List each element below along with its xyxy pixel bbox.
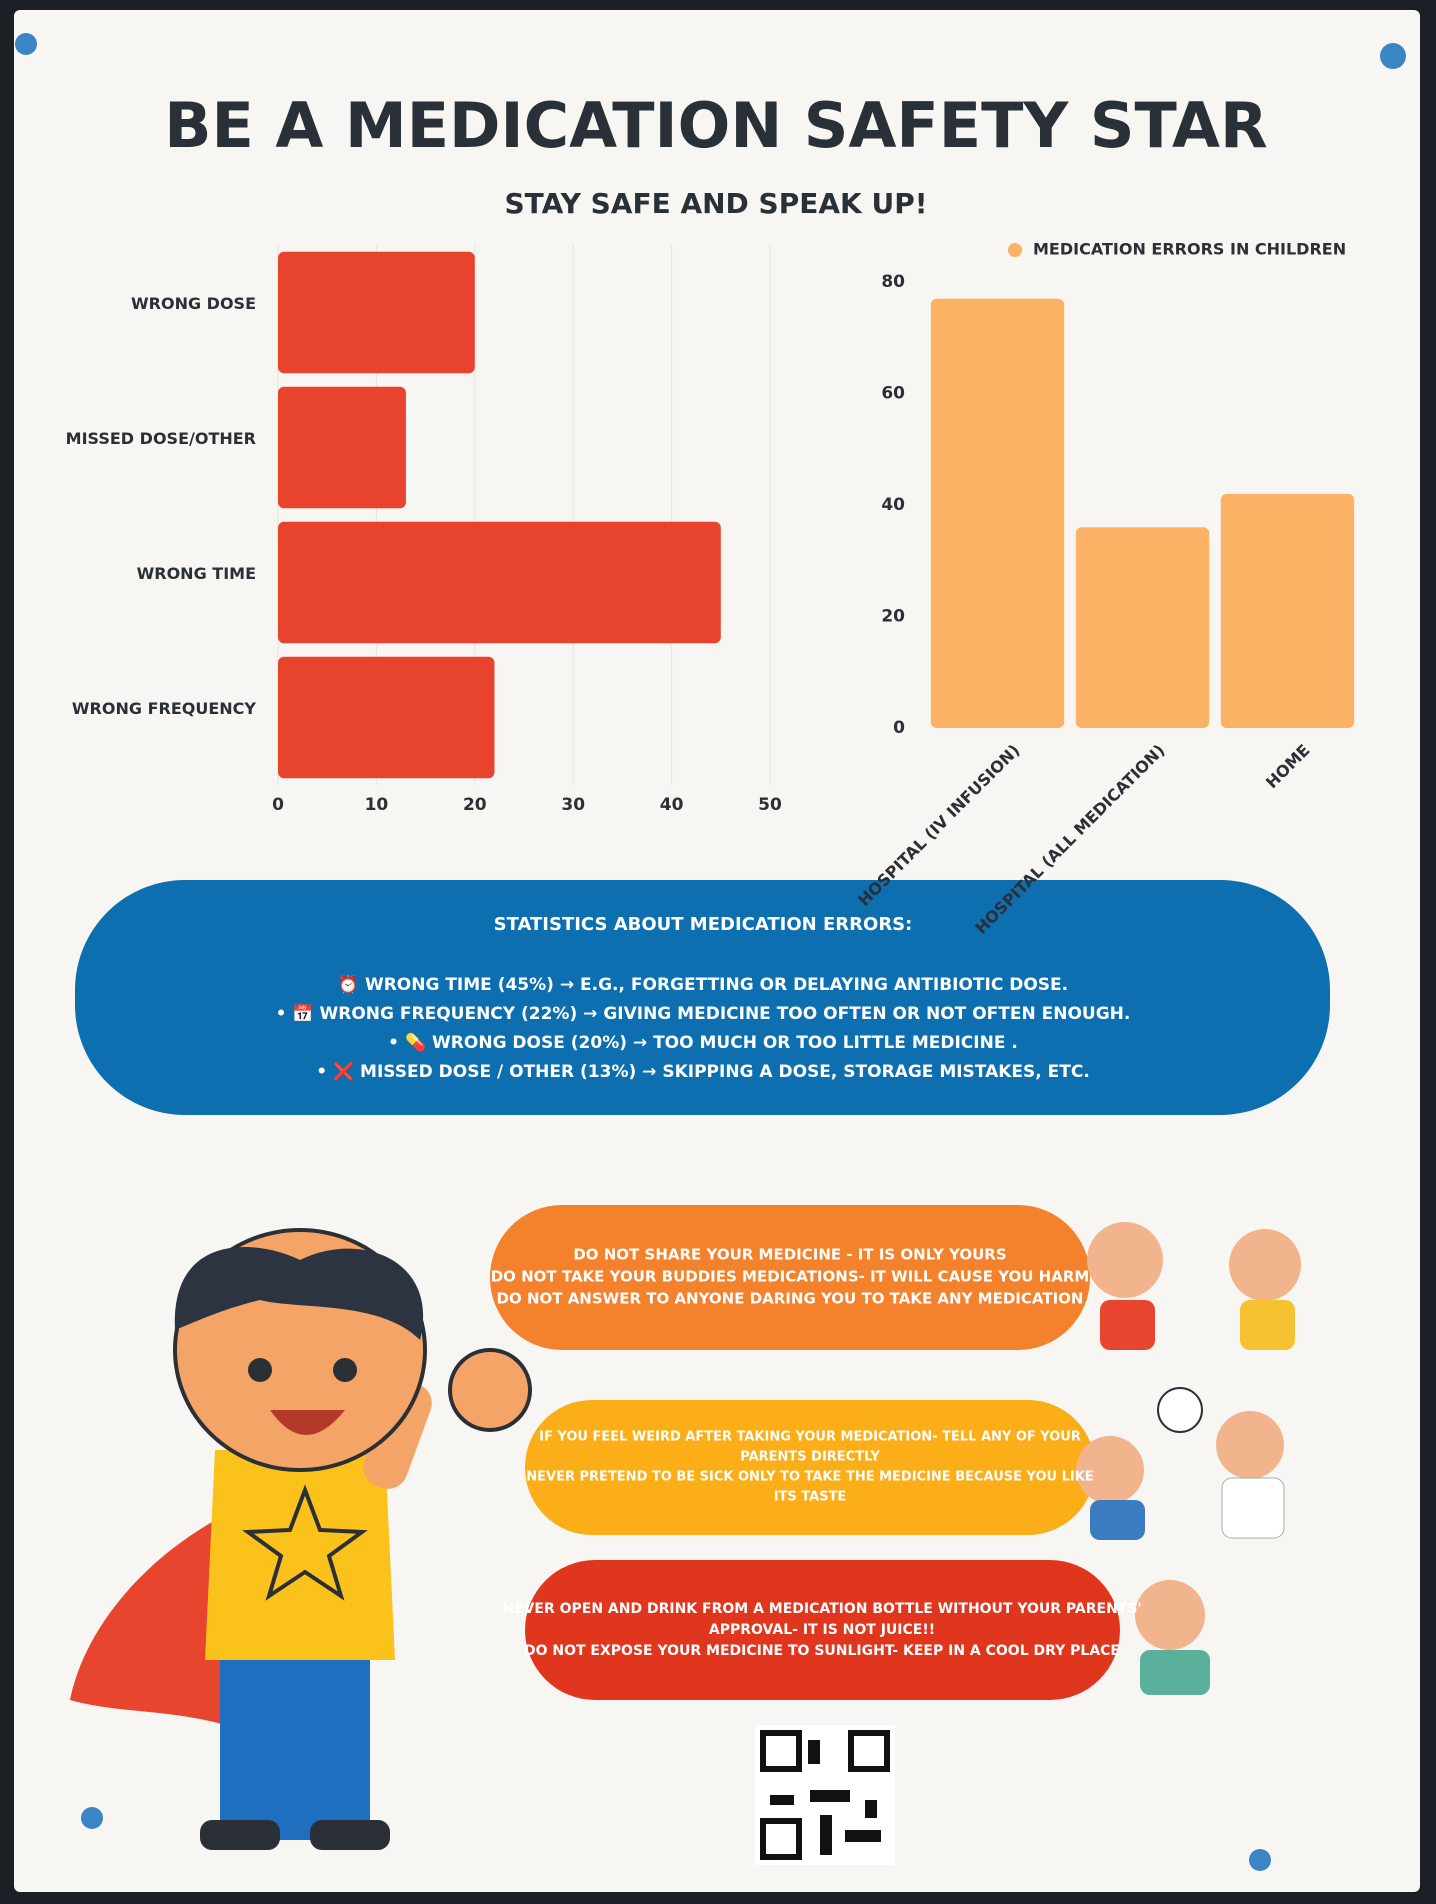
x-tick-label: 40 <box>660 795 684 815</box>
tip-line: IF YOU FEEL WEIRD AFTER TAKING YOUR MEDI… <box>539 1430 1081 1445</box>
stats-heading: STATISTICS ABOUT MEDICATION ERRORS: <box>494 914 913 935</box>
qr-code <box>755 1725 895 1865</box>
y-tick-label: 40 <box>881 495 905 515</box>
y-tick-label: 0 <box>893 718 905 738</box>
y-tick-label: WRONG TIME <box>137 564 256 583</box>
tip-line: APPROVAL- IT IS NOT JUICE!! <box>709 1622 935 1638</box>
subtitle: STAY SAFE AND SPEAK UP! <box>505 187 928 220</box>
stats-panel: STATISTICS ABOUT MEDICATION ERRORS: <box>75 880 1330 1115</box>
bar <box>1075 527 1210 728</box>
kids-illustrations <box>1076 1222 1301 1695</box>
pin <box>1380 43 1406 69</box>
legend-marker <box>1008 243 1022 257</box>
y-tick-label: 60 <box>881 384 905 404</box>
legend-label: MEDICATION ERRORS IN CHILDREN <box>1033 240 1346 259</box>
x-tick-label: 30 <box>561 795 585 815</box>
x-tick-label: 10 <box>365 795 389 815</box>
y-tick-label: WRONG FREQUENCY <box>72 699 257 718</box>
y-tick-label: 80 <box>881 272 905 292</box>
stats-item: • 📅 WRONG FREQUENCY (22%) → GIVING MEDIC… <box>276 1003 1131 1024</box>
tip-line: DO NOT TAKE YOUR BUDDIES MEDICATIONS- IT… <box>491 1268 1090 1286</box>
tip-line: DO NOT SHARE YOUR MEDICINE - IT IS ONLY … <box>573 1246 1006 1264</box>
bar <box>278 251 475 374</box>
tip-background <box>525 1400 1095 1535</box>
bar <box>278 521 721 644</box>
y-tick-label: WRONG DOSE <box>131 294 256 313</box>
superhero-illustration <box>70 1228 532 1850</box>
bar <box>278 656 495 779</box>
tip-line: NEVER OPEN AND DRINK FROM A MEDICATION B… <box>502 1601 1141 1617</box>
tip-background <box>490 1205 1090 1350</box>
pin <box>81 1807 103 1829</box>
stats-item: • ❌ MISSED DOSE / OTHER (13%) → SKIPPING… <box>316 1061 1090 1082</box>
tip-background <box>525 1560 1120 1700</box>
y-tick-label: 20 <box>881 607 905 627</box>
x-tick-label: 0 <box>272 795 284 815</box>
tip-line: DO NOT EXPOSE YOUR MEDICINE TO SUNLIGHT-… <box>524 1643 1120 1659</box>
bar <box>1220 493 1355 728</box>
x-tick-label: 50 <box>758 795 782 815</box>
pin <box>1249 1849 1271 1871</box>
pin <box>15 33 37 55</box>
tip-line: PARENTS DIRECTLY <box>740 1450 880 1465</box>
y-tick-label: MISSED DOSE/OTHER <box>66 429 256 448</box>
stats-item: • 💊 WRONG DOSE (20%) → TOO MUCH OR TOO L… <box>388 1032 1018 1053</box>
tip-line: ITS TASTE <box>774 1490 847 1505</box>
title: BE A MEDICATION SAFETY STAR <box>164 89 1268 162</box>
stats-background <box>75 880 1330 1115</box>
bar <box>278 386 406 509</box>
x-tick-label: 20 <box>463 795 487 815</box>
stats-item: ⏰ WRONG TIME (45%) → E.G., FORGETTING OR… <box>338 974 1068 995</box>
tip-line: DO NOT ANSWER TO ANYONE DARING YOU TO TA… <box>497 1290 1084 1308</box>
tip-line: NEVER PRETEND TO BE SICK ONLY TO TAKE TH… <box>526 1470 1093 1485</box>
bar <box>930 298 1065 728</box>
